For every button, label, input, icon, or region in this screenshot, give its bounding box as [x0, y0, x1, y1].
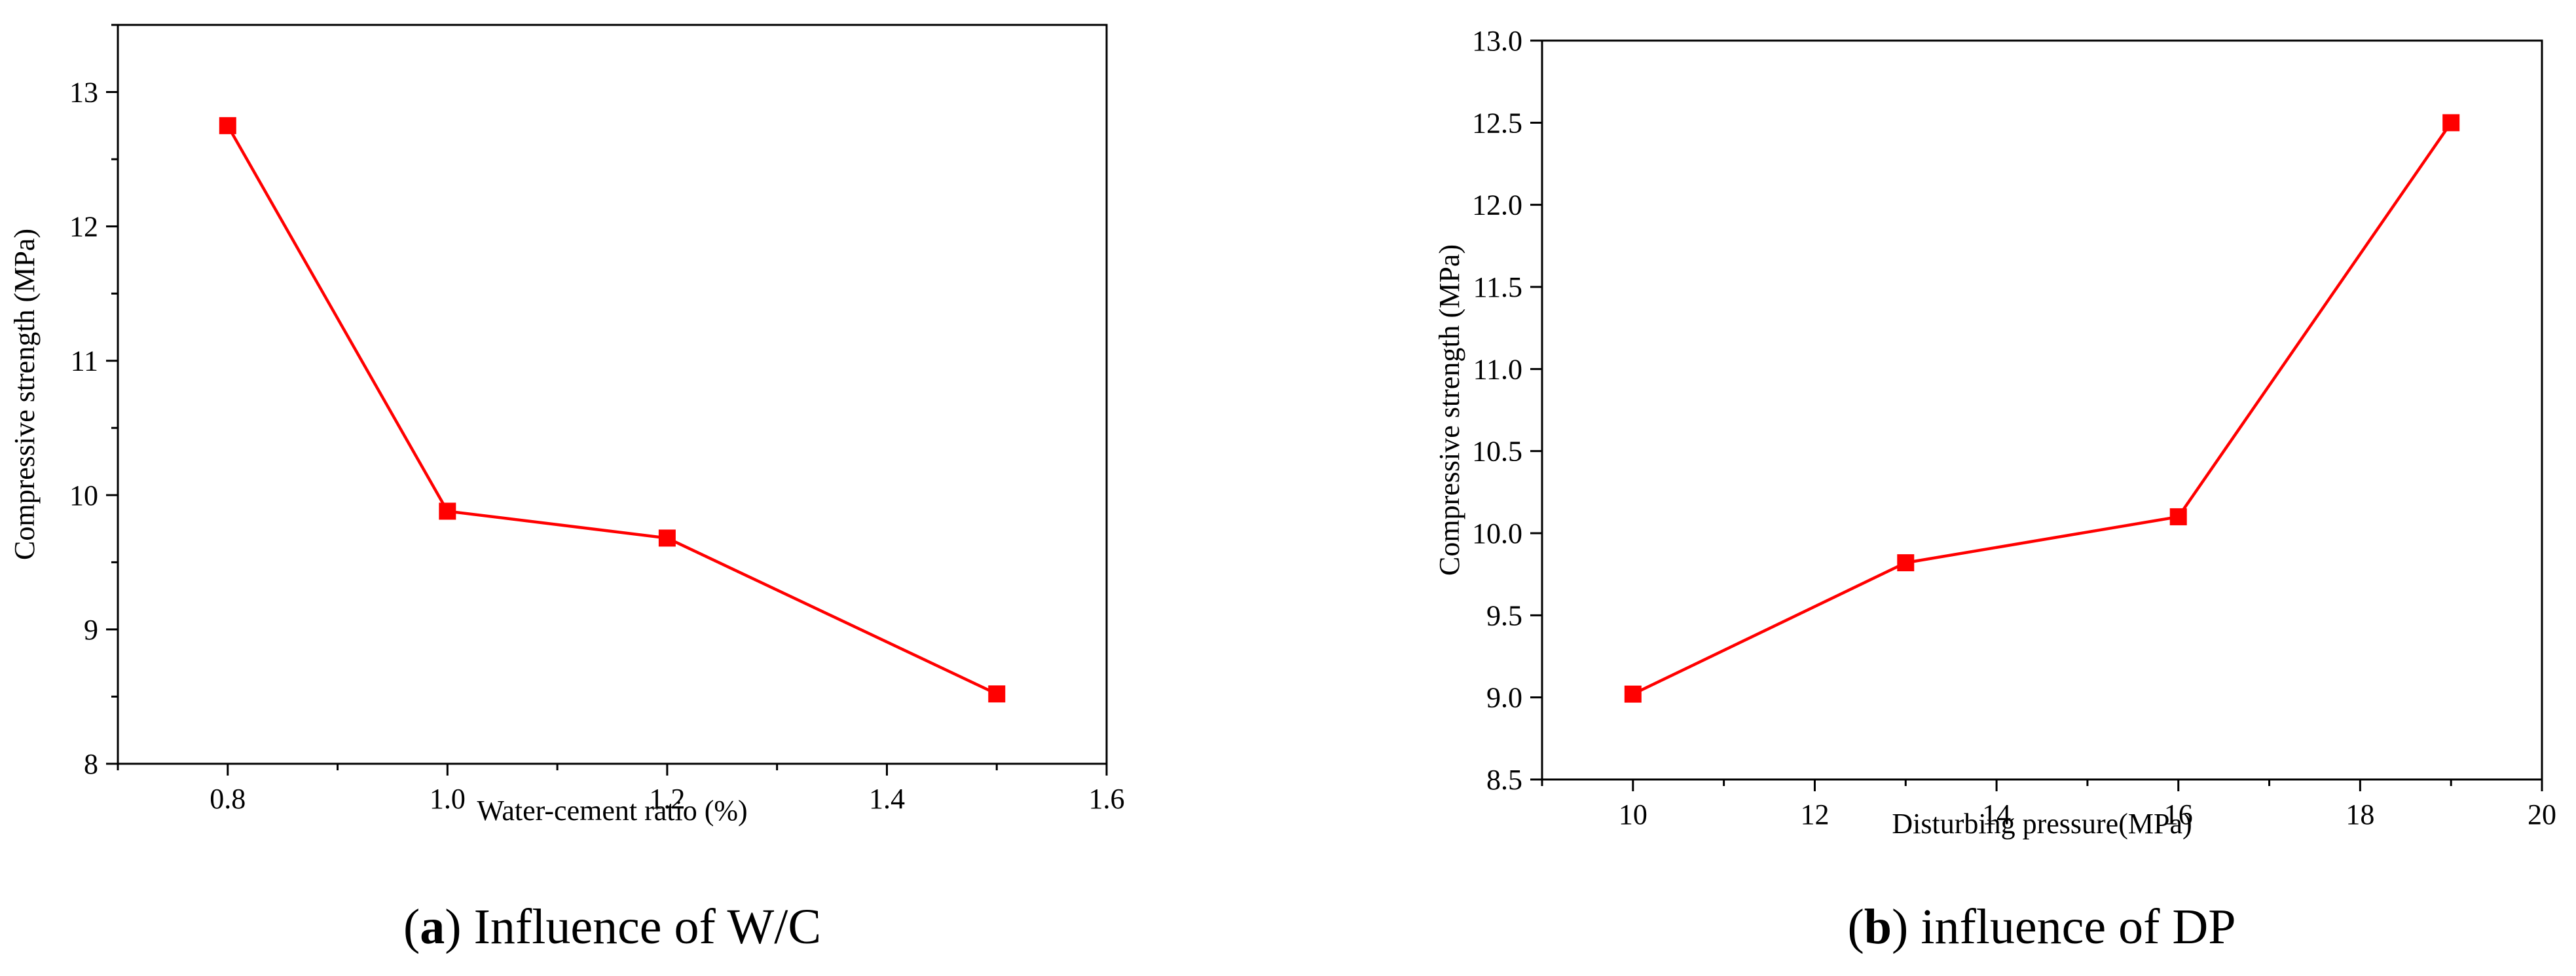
chart-b-x-tick-label: 12 [1800, 798, 1829, 831]
chart-b-caption: (b) influence of DP [1847, 899, 2236, 954]
chart-b-data-point [1624, 685, 1642, 703]
chart-a-y-tick-label: 12 [69, 211, 98, 243]
chart-b-caption-text: influence of DP [1908, 899, 2236, 954]
chart-a-x-tick-label: 1.6 [1089, 783, 1125, 815]
chart-a-series-line [226, 124, 998, 696]
chart-b-y-tick-label: 11.0 [1473, 353, 1522, 385]
chart-b-data-point [1897, 554, 1915, 572]
chart-a-y-tick-label: 9 [84, 614, 98, 646]
chart-b-data-point [2169, 508, 2187, 525]
chart-b-y-tick-label: 12.5 [1472, 107, 1522, 139]
chart-a-caption-letter: a [420, 899, 445, 954]
chart-b-y-tick-label: 9.0 [1486, 682, 1522, 714]
chart-a-x-axis-title: Water-cement ratio (%) [477, 795, 747, 827]
chart-b-plot-frame [1541, 39, 2543, 781]
chart-a-caption-text: Influence of W/C [462, 899, 821, 954]
chart-b-x-tick-label: 14 [1982, 798, 2011, 831]
chart-b-y-tick-label: 11.5 [1473, 271, 1522, 303]
chart-a-x-tick-label: 1.2 [649, 783, 685, 815]
chart-a-caption: (a) Influence of W/C [403, 899, 821, 954]
chart-b-x-tick-label: 18 [2346, 798, 2374, 831]
chart-a-y-tick-label: 10 [69, 479, 98, 512]
chart-a-caption-open-paren: ( [403, 899, 420, 954]
chart-a-data-point [658, 529, 676, 547]
chart-a-data-point [219, 117, 236, 134]
chart-b-caption-letter: b [1864, 899, 1892, 954]
chart-b-y-tick-label: 10.5 [1472, 436, 1522, 468]
chart-b-x-tick-label: 16 [2164, 798, 2193, 831]
chart-b-y-tick-label: 10.0 [1472, 517, 1522, 550]
chart-a-x-tick-label: 0.8 [210, 783, 246, 815]
chart-a-caption-close-paren: ) [445, 899, 461, 954]
chart-a-y-tick-label: 11 [71, 345, 98, 377]
chart-b-caption-close-paren: ) [1892, 899, 1908, 954]
chart-a-y-tick-label: 13 [69, 77, 98, 109]
chart-a-plot-frame [117, 24, 1108, 765]
chart-b-caption-open-paren: ( [1847, 899, 1864, 954]
chart-a: 0.8 1.0 1.2 1.4 1.6 8 9 10 11 12 13 Water-cement ra… [9, 24, 1125, 954]
chart-a-x-tick-label: 1.0 [430, 783, 466, 815]
chart-a-y-tick-label: 8 [84, 748, 98, 780]
chart-b-x-tick-label: 20 [2528, 798, 2556, 831]
chart-b-data-point [2442, 114, 2460, 132]
chart-a-data-point [988, 685, 1006, 703]
chart-b-y-tick-label: 8.5 [1486, 764, 1522, 796]
chart-a-y-axis-title: Compressive strength (MPa) [9, 229, 41, 560]
chart-b: 10 12 14 16 18 20 8.5 9.0 9.5 10.0 10.5 11.0 11.5 12.… [1433, 25, 2556, 954]
chart-b-x-axis-title: Disturbing pressure(MPa) [1892, 808, 2192, 840]
chart-b-x-tick-label: 10 [1619, 798, 1647, 831]
chart-b-y-tick-label: 13.0 [1472, 25, 1522, 57]
chart-a-data-point [439, 502, 456, 520]
chart-b-series-line [1632, 122, 2453, 696]
chart-a-x-tick-label: 1.4 [869, 783, 905, 815]
chart-b-y-tick-label: 12.0 [1472, 189, 1522, 221]
chart-b-y-tick-label: 9.5 [1486, 599, 1522, 631]
chart-b-y-axis-title: Compressive strength (MPa) [1433, 244, 1465, 576]
